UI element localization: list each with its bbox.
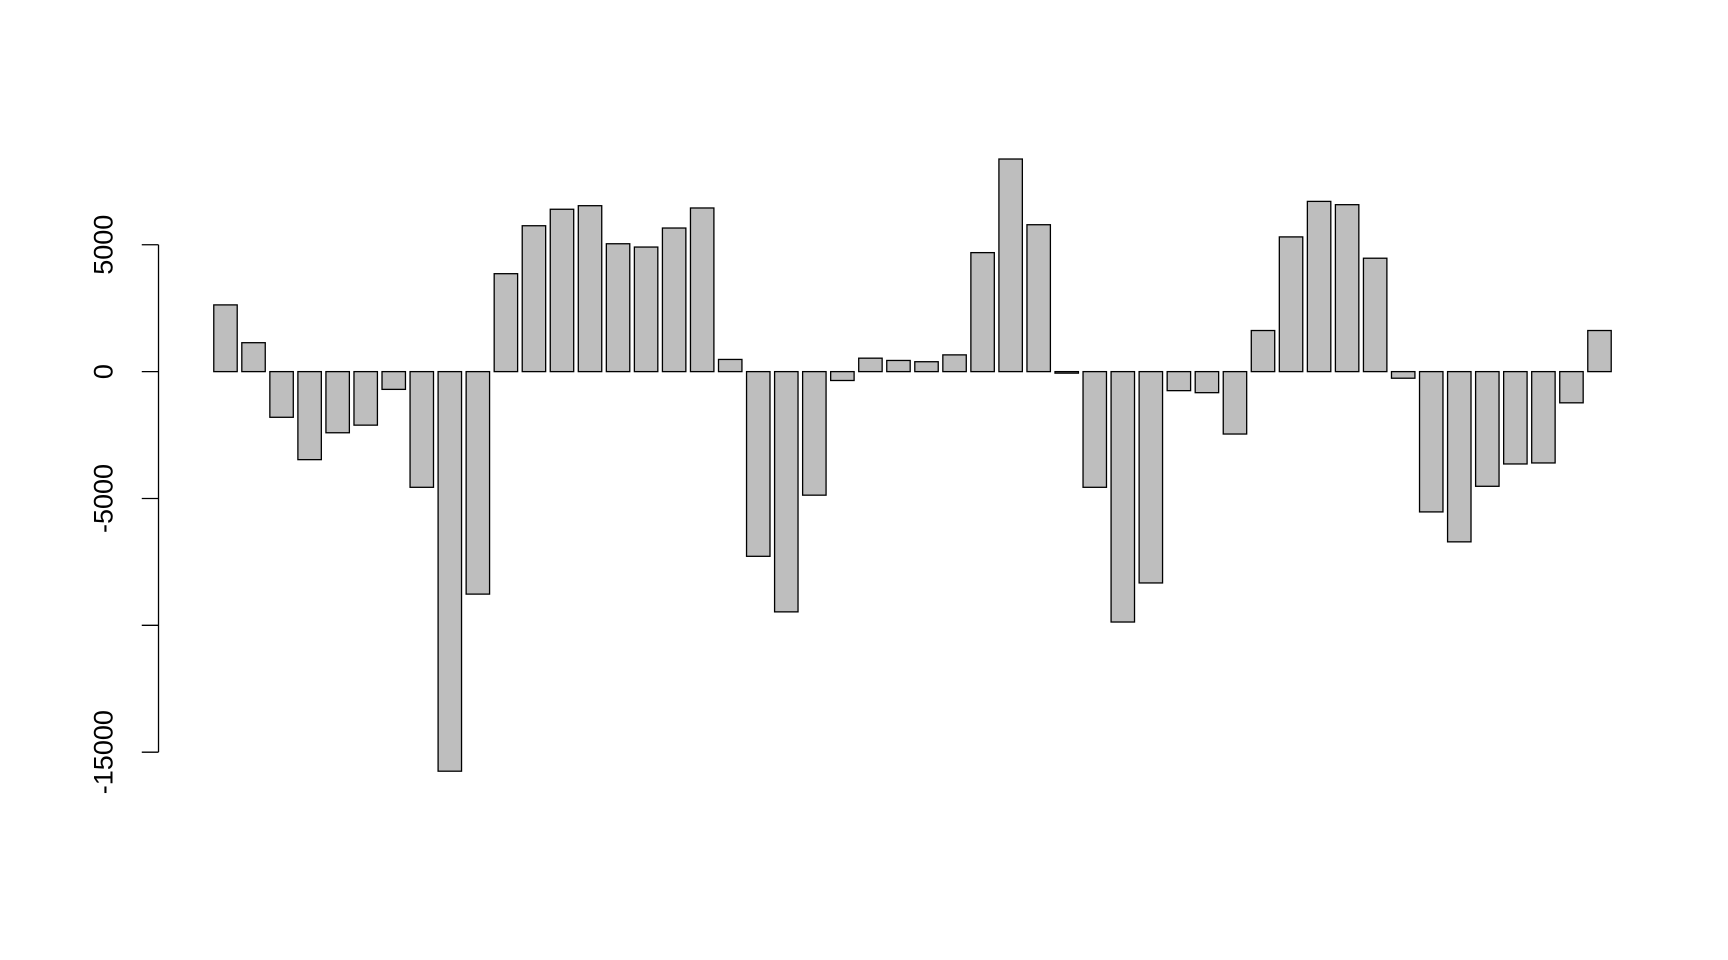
bar [830, 370, 855, 382]
bar [717, 358, 743, 373]
bar [465, 370, 491, 595]
bar [549, 208, 575, 373]
bar [801, 370, 827, 496]
bar [914, 361, 939, 373]
bar [745, 370, 771, 557]
bar [1026, 224, 1052, 373]
bar [998, 158, 1024, 373]
y-tick-label: 5000 [89, 215, 119, 275]
bar [269, 370, 294, 418]
bar [1559, 370, 1584, 404]
bar [353, 370, 379, 426]
bar [409, 370, 435, 488]
bar [1418, 370, 1444, 513]
bar [1194, 370, 1220, 394]
bar [1138, 370, 1164, 584]
bar [1474, 370, 1500, 487]
bar [1054, 370, 1080, 374]
bar [773, 370, 799, 613]
bar [493, 273, 519, 373]
bar [1250, 329, 1276, 373]
y-tick-label: 0 [89, 364, 119, 379]
bar [1082, 370, 1108, 488]
bar [1531, 370, 1556, 464]
bar [942, 354, 967, 373]
bar [1278, 236, 1304, 373]
bar [886, 359, 911, 373]
bar [633, 246, 659, 373]
bar [858, 357, 883, 373]
bar [1110, 370, 1136, 623]
bar [1166, 370, 1192, 392]
bar [1222, 370, 1248, 435]
bar [437, 370, 463, 772]
bar [381, 370, 407, 391]
bar [1390, 370, 1416, 379]
bar [605, 243, 631, 373]
bar [661, 227, 687, 373]
bar [1306, 200, 1332, 373]
bar [297, 370, 322, 461]
bar [1362, 257, 1388, 373]
bar [213, 304, 238, 373]
bar [689, 207, 715, 373]
bar [1446, 370, 1472, 543]
bar [1503, 370, 1528, 465]
y-tick-label: -15000 [89, 710, 119, 794]
bar [970, 251, 995, 373]
bar [577, 205, 603, 373]
bar [241, 342, 266, 373]
bar [521, 225, 547, 373]
bar [1334, 204, 1360, 373]
bar [325, 370, 351, 434]
y-tick-label: -5000 [89, 464, 119, 533]
bar [1587, 329, 1612, 373]
